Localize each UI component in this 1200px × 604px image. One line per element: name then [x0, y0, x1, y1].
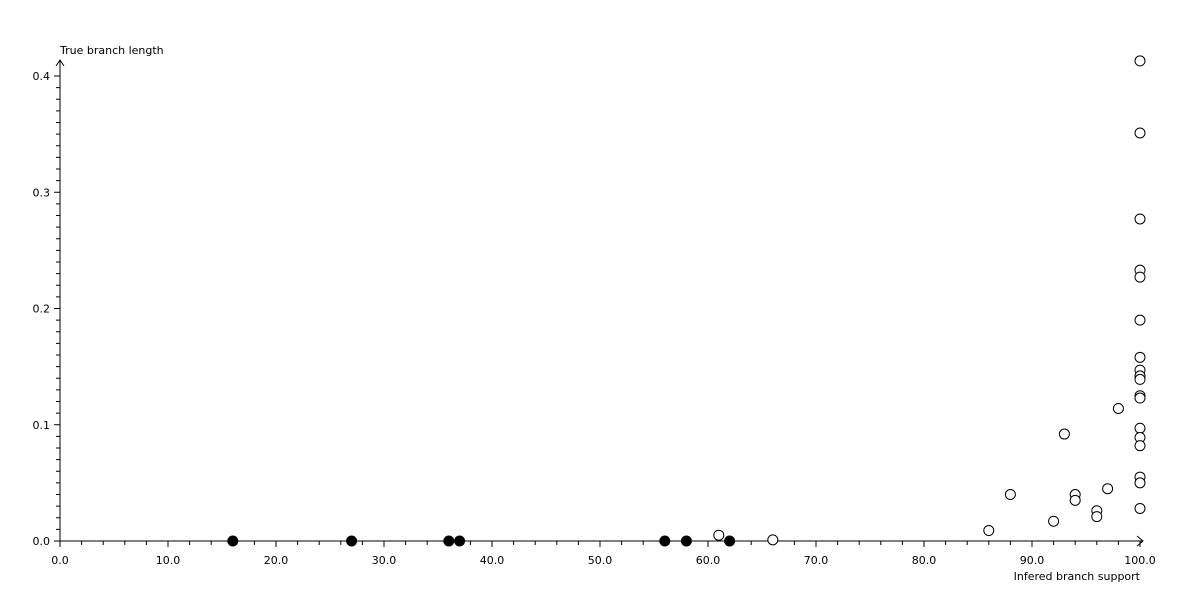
data-point: [1134, 213, 1146, 225]
data-point: [680, 535, 692, 547]
x-axis-label: Infered branch support: [1014, 570, 1141, 583]
x-tick-label: 100.0: [1124, 554, 1156, 567]
data-point: [1069, 494, 1081, 506]
x-tick-label: 80.0: [912, 554, 937, 567]
x-tick-label: 20.0: [264, 554, 289, 567]
data-point: [1004, 489, 1016, 500]
x-tick-label: 90.0: [1020, 554, 1045, 567]
data-point: [1048, 515, 1060, 527]
data-point: [1091, 511, 1103, 523]
data-point: [454, 535, 466, 547]
x-axis-arrow: [1136, 535, 1144, 547]
data-point: [1134, 477, 1146, 489]
data-point: [227, 535, 239, 547]
y-tick-label: 0.2: [33, 303, 51, 316]
data-point: [1134, 351, 1146, 363]
x-tick-label: 50.0: [588, 554, 613, 567]
x-tick-label: 40.0: [480, 554, 505, 567]
data-point: [1134, 314, 1146, 326]
data-point: [983, 525, 995, 537]
y-tick-label: 0.0: [33, 535, 51, 548]
x-tick-label: 60.0: [696, 554, 721, 567]
y-axis-label: True branch length: [59, 44, 164, 57]
data-point: [724, 535, 736, 547]
x-tick-label: 10.0: [156, 554, 181, 567]
y-axis-arrow: [55, 59, 65, 67]
y-tick-label: 0.4: [33, 70, 51, 83]
data-point: [1134, 55, 1146, 67]
x-tick-label: 30.0: [372, 554, 397, 567]
data-point: [1134, 440, 1146, 452]
x-tick-label: 70.0: [804, 554, 829, 567]
data-point: [1058, 428, 1070, 440]
data-point: [443, 535, 455, 547]
data-point: [1134, 127, 1146, 139]
data-point: [1134, 502, 1146, 514]
x-tick-label: 0.0: [51, 554, 69, 567]
data-point: [1134, 392, 1146, 404]
data-point: [767, 534, 779, 546]
data-point: [1112, 402, 1124, 414]
data-point: [659, 535, 671, 547]
data-point: [1134, 373, 1146, 385]
data-point: [346, 535, 358, 547]
data-point: [713, 529, 725, 541]
data-point: [1134, 271, 1146, 283]
y-tick-label: 0.3: [33, 186, 51, 199]
data-point: [1134, 422, 1146, 434]
y-tick-label: 0.1: [33, 419, 51, 432]
data-point: [1102, 483, 1114, 495]
